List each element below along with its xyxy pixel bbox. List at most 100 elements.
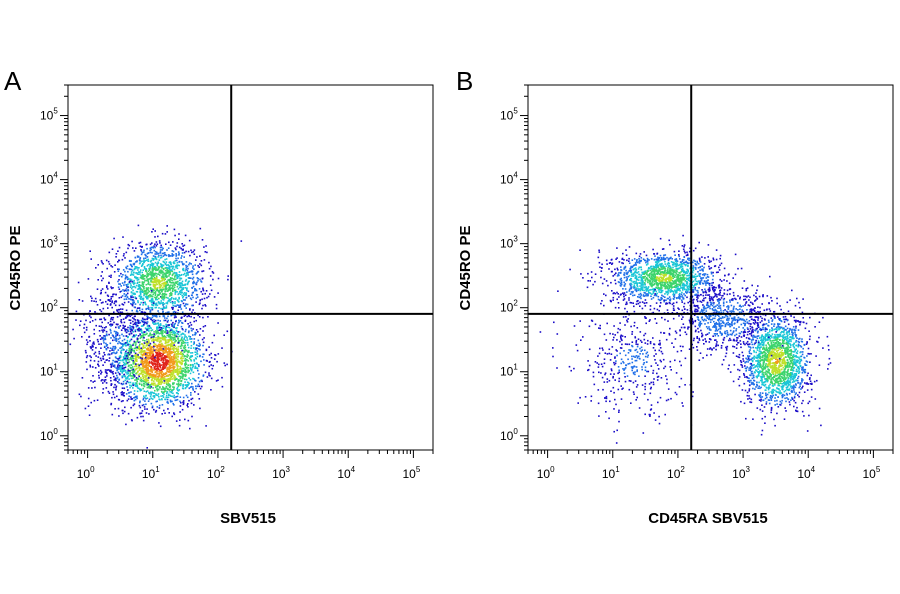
event-dot xyxy=(168,365,171,368)
event-dot xyxy=(166,353,169,356)
event-dot xyxy=(114,264,116,266)
event-dot xyxy=(114,348,116,350)
event-dot xyxy=(168,373,171,376)
event-dot xyxy=(123,349,125,351)
event-dot xyxy=(680,280,683,283)
event-dot xyxy=(130,271,133,273)
event-dot xyxy=(132,372,134,375)
event-dot xyxy=(622,299,625,301)
event-dot xyxy=(151,280,153,283)
event-dot xyxy=(160,349,162,352)
event-dot xyxy=(708,290,710,293)
event-dot xyxy=(123,362,126,365)
event-dot xyxy=(156,298,159,301)
event-dot xyxy=(118,366,120,369)
event-dot xyxy=(90,380,92,382)
event-dot xyxy=(144,327,147,329)
event-dot xyxy=(124,325,126,327)
event-dot xyxy=(623,273,625,276)
event-dot xyxy=(105,371,108,374)
event-dot xyxy=(173,363,176,365)
event-dot xyxy=(134,347,137,349)
event-dot xyxy=(170,366,173,369)
event-dot xyxy=(137,335,140,337)
event-dot xyxy=(144,274,146,277)
event-dot xyxy=(152,264,154,266)
event-dot xyxy=(202,344,204,347)
event-dot xyxy=(150,336,153,339)
event-dot xyxy=(671,303,674,306)
event-dot xyxy=(190,369,193,372)
event-dot xyxy=(123,364,126,366)
event-dot xyxy=(129,386,131,389)
event-dot xyxy=(165,346,167,348)
event-dot xyxy=(683,250,686,252)
event-dot xyxy=(143,322,146,325)
event-dot xyxy=(99,299,102,301)
event-dot xyxy=(172,342,174,345)
event-dot xyxy=(116,369,118,372)
event-dot xyxy=(691,271,694,274)
event-dot xyxy=(620,277,622,280)
event-dot xyxy=(178,305,181,307)
event-dot xyxy=(176,369,179,372)
event-dot xyxy=(190,358,192,361)
event-dot xyxy=(83,331,86,334)
event-dot xyxy=(119,368,121,370)
event-dot xyxy=(126,265,129,267)
event-dot xyxy=(159,365,161,368)
event-dot xyxy=(104,376,107,378)
event-dot xyxy=(122,335,125,337)
event-dot xyxy=(667,264,670,267)
event-dot xyxy=(141,285,144,287)
event-dot xyxy=(163,279,165,282)
event-dot xyxy=(196,385,199,388)
event-dot xyxy=(648,279,650,281)
event-dot xyxy=(138,375,140,378)
event-dot xyxy=(194,288,196,290)
event-dot xyxy=(142,350,144,353)
event-dot xyxy=(146,296,149,298)
event-dot xyxy=(106,369,108,371)
event-dot xyxy=(91,349,94,351)
y-tick-label: 102 xyxy=(40,299,58,315)
event-dot xyxy=(173,332,176,334)
event-dot xyxy=(92,342,94,344)
event-dot xyxy=(148,374,151,376)
event-dot xyxy=(139,337,142,340)
event-dot xyxy=(184,363,186,365)
event-dot xyxy=(166,290,168,292)
event-dot xyxy=(192,389,195,391)
event-dot xyxy=(186,353,189,356)
event-dot xyxy=(193,342,195,344)
event-dot xyxy=(138,369,141,371)
event-dot xyxy=(115,338,118,340)
event-dot xyxy=(178,261,181,263)
event-dot xyxy=(110,383,113,385)
event-dot xyxy=(165,284,168,286)
event-dot xyxy=(158,398,160,401)
event-dot xyxy=(193,404,195,406)
event-dot xyxy=(141,383,143,386)
event-dot xyxy=(173,261,175,263)
event-dot xyxy=(158,351,160,353)
event-dot xyxy=(130,302,132,305)
event-dot xyxy=(180,247,182,250)
event-dot xyxy=(146,397,149,399)
event-dot xyxy=(169,293,171,295)
event-dot xyxy=(135,267,137,270)
event-dot xyxy=(200,360,202,363)
event-dot xyxy=(154,411,157,413)
event-dot xyxy=(153,340,155,342)
event-dot xyxy=(158,343,160,346)
event-dot xyxy=(146,386,149,389)
event-dot xyxy=(172,367,175,370)
event-dot xyxy=(155,393,157,395)
event-dot xyxy=(128,350,130,352)
event-dot xyxy=(143,362,145,365)
event-dot xyxy=(187,281,189,284)
event-dot xyxy=(113,293,115,295)
event-dot xyxy=(174,369,177,371)
event-dot xyxy=(114,304,117,307)
event-dot xyxy=(214,354,216,356)
